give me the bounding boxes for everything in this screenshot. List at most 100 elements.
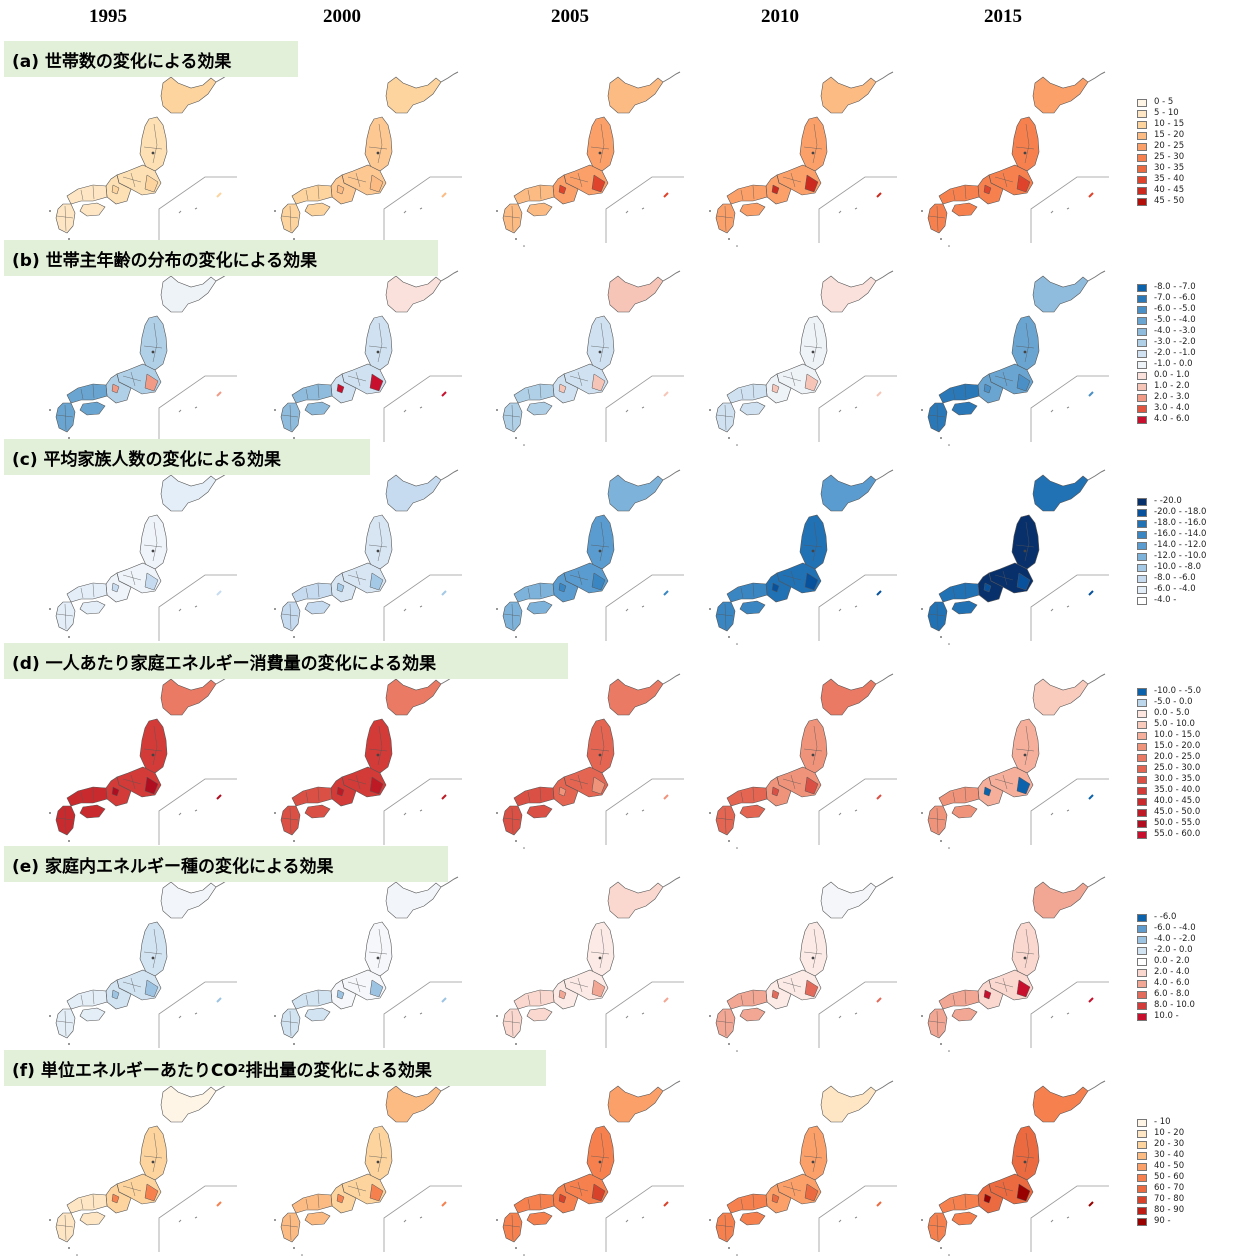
region-hokkaido xyxy=(385,474,442,512)
region-shikoku xyxy=(526,1007,553,1022)
legend-item: 0.0 - 5.0 xyxy=(1137,708,1247,720)
island-miyako xyxy=(194,809,198,812)
prefecture-borders xyxy=(716,1214,734,1241)
prefecture-borders xyxy=(281,404,299,431)
legend-swatch xyxy=(1137,165,1147,173)
island-sado xyxy=(598,753,602,757)
island-goto xyxy=(921,608,923,610)
legend-swatch xyxy=(1137,176,1147,184)
prefecture-borders xyxy=(740,990,755,1006)
region-kinki-accent xyxy=(771,786,780,797)
prefecture-borders xyxy=(994,371,1014,387)
region-tohoku xyxy=(586,116,615,172)
region-kanto-accent xyxy=(804,1183,819,1202)
okinawa-inset-frame xyxy=(158,778,237,845)
prefecture-borders xyxy=(928,404,946,431)
legend-label: 0.0 - 5.0 xyxy=(1154,708,1190,718)
island-goto xyxy=(921,409,923,411)
legend-swatch xyxy=(1137,99,1147,107)
region-tohoku xyxy=(799,315,828,371)
legend-swatch xyxy=(1137,798,1147,806)
okinawa-inset-frame xyxy=(818,574,897,641)
prefecture-borders xyxy=(569,570,589,586)
region-tohoku xyxy=(799,514,828,570)
region-kinki-accent xyxy=(558,184,567,195)
region-hokkaido xyxy=(160,275,217,313)
kuril-islands xyxy=(875,876,894,888)
legend-label: 70 - 80 xyxy=(1154,1194,1185,1204)
prefecture-borders xyxy=(305,787,320,803)
kuril-islands xyxy=(662,673,681,685)
region-chugoku xyxy=(291,184,333,205)
island-yaeyama xyxy=(1050,812,1054,816)
okinawa-inset-frame xyxy=(1030,1185,1109,1252)
legend-item: -7.0 - -6.0 xyxy=(1137,293,1247,305)
region-chugoku xyxy=(513,184,555,205)
prefecture-borders xyxy=(590,725,610,766)
okinawa-inset-frame xyxy=(158,176,237,243)
prefecture-borders xyxy=(1015,123,1035,164)
region-kanto-accent xyxy=(1016,776,1031,795)
island-tanegashima xyxy=(515,840,517,842)
island-tanegashima xyxy=(728,437,730,439)
legend-swatch xyxy=(1137,947,1147,955)
legend-label: 15 - 20 xyxy=(1154,130,1185,140)
island-yaeyama xyxy=(838,1015,842,1019)
legend-label: 2.0 - 3.0 xyxy=(1154,392,1190,402)
prefecture-borders xyxy=(782,371,802,387)
prefecture-borders xyxy=(569,172,589,188)
legend-swatch xyxy=(1137,1130,1147,1138)
okinawa-inset-frame xyxy=(383,1185,462,1252)
island-yaeyama xyxy=(178,1015,182,1019)
legend-label: 50.0 - 55.0 xyxy=(1154,818,1201,828)
region-hokkaido xyxy=(1032,275,1089,313)
island-okinawa xyxy=(1088,794,1094,800)
okinawa-inset-frame xyxy=(383,574,462,641)
prefecture-borders xyxy=(740,1194,755,1210)
prefecture-borders xyxy=(305,990,320,1006)
region-hokkaido xyxy=(607,474,664,512)
legend-item: 40 - 50 xyxy=(1137,1161,1247,1173)
map-row-b xyxy=(49,270,1109,446)
island-okinawa xyxy=(663,1201,669,1207)
island-okinawa xyxy=(1088,192,1094,198)
prefecture-borders xyxy=(527,583,542,599)
region-kinki-accent xyxy=(771,582,780,593)
legend-item: 25 - 30 xyxy=(1137,152,1247,164)
prefecture-borders xyxy=(56,603,74,630)
prefecture-borders xyxy=(590,521,610,562)
legend-swatch xyxy=(1137,710,1147,718)
region-shikoku xyxy=(79,600,106,615)
prefecture-borders xyxy=(122,1181,142,1197)
panel-d-title: (d) 一人あたり家庭エネルギー消費量の変化による効果 xyxy=(4,643,568,679)
legend-item: -4.0 - -3.0 xyxy=(1137,326,1247,338)
legend-label: 50 - 60 xyxy=(1154,1172,1185,1182)
legend-item: 80 - 90 xyxy=(1137,1205,1247,1217)
island-yaeyama xyxy=(178,1219,182,1223)
legend-item: 0.0 - 1.0 xyxy=(1137,370,1247,382)
legend-swatch xyxy=(1137,187,1147,195)
legend-item: - -20.0 xyxy=(1137,496,1247,508)
region-shikoku xyxy=(951,1211,978,1226)
island-goto xyxy=(709,409,711,411)
region-chugoku xyxy=(66,786,108,807)
island-goto xyxy=(496,409,498,411)
island-miyako xyxy=(419,207,423,210)
prefecture-borders xyxy=(503,807,521,834)
prefecture-borders xyxy=(347,1181,367,1197)
map-row-c xyxy=(49,469,1109,645)
island-tanegashima xyxy=(515,1247,517,1249)
island-tanegashima xyxy=(940,238,942,240)
prefecture-borders xyxy=(782,172,802,188)
region-hokkaido xyxy=(607,678,664,716)
prefecture-borders xyxy=(928,1010,946,1037)
prefecture-borders xyxy=(122,774,142,790)
legend-item: 8.0 - 10.0 xyxy=(1137,1000,1247,1012)
legend-item: -10.0 - -8.0 xyxy=(1137,562,1247,574)
legend-item: -6.0 - -4.0 xyxy=(1137,923,1247,935)
region-kinki-accent xyxy=(111,383,120,394)
legend-label: -3.0 - -2.0 xyxy=(1154,337,1196,347)
prefecture-borders xyxy=(143,928,163,969)
panel-f-title-prefix: (f) 単位エネルギーあたりCO xyxy=(12,1060,238,1081)
legend-item: 5 - 10 xyxy=(1137,108,1247,120)
